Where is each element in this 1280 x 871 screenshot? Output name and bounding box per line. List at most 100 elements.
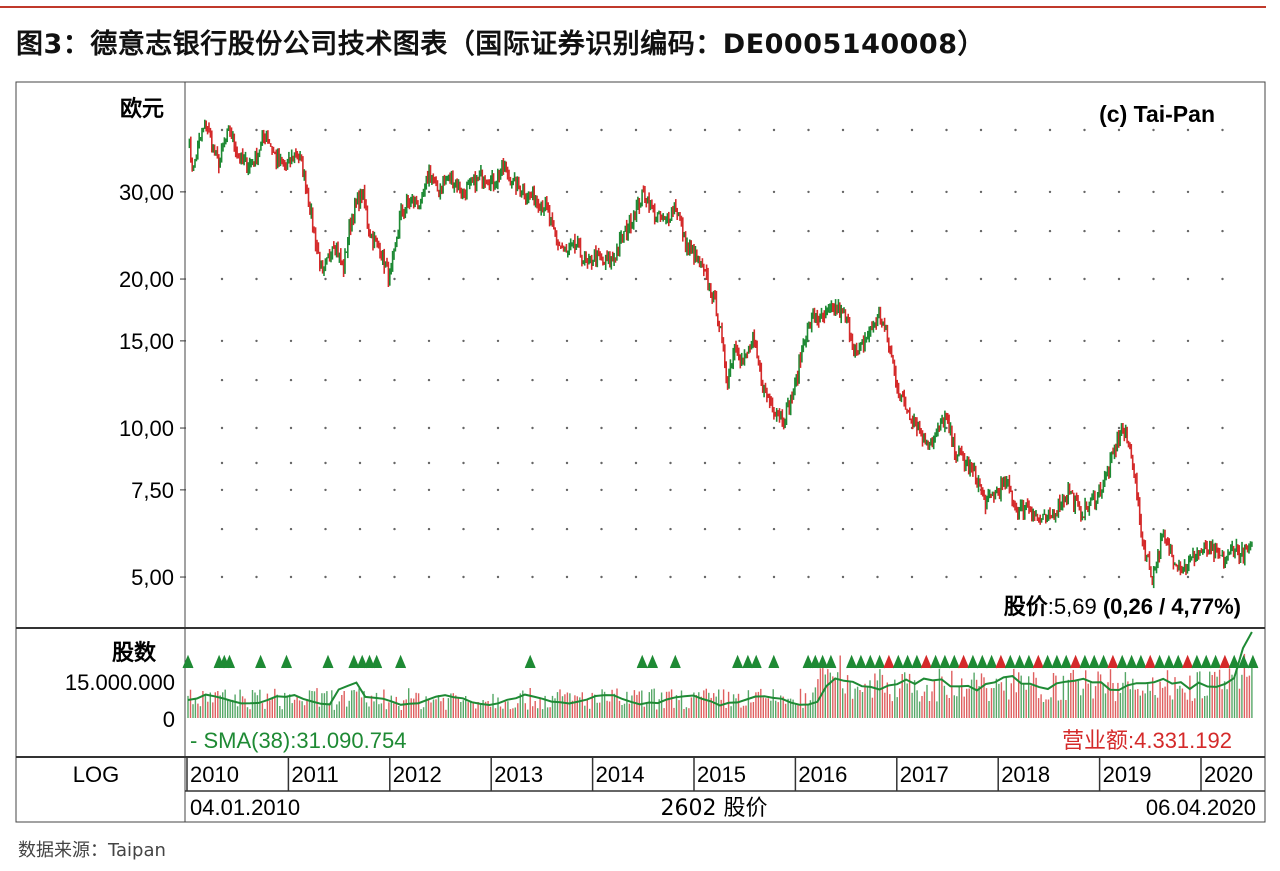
grid-dot [910,461,914,465]
grid-dot [289,229,293,233]
grid-dot [565,229,569,233]
signal-arrow [1042,654,1054,669]
grid-dot [910,190,914,194]
grid-dot [979,229,983,233]
signal-arrow [1107,654,1119,669]
grid-dot [1014,527,1017,531]
year-label: 2019 [1103,762,1152,787]
grid-dot [427,277,431,281]
grid-dot [1083,378,1086,382]
grid-dot [324,190,327,194]
grid-dot [1014,339,1017,343]
grid-dot [531,277,534,281]
last-price-label: 股价 [1004,595,1049,620]
grid-dot [1152,527,1155,531]
grid-dot [876,461,879,465]
year-label: 2015 [697,762,746,787]
grid-dot [324,339,327,343]
grid-dot [600,426,603,430]
grid-dot [1014,426,1017,430]
grid-dot [841,277,845,281]
grid-dot [1083,488,1086,492]
grid-dot [1117,190,1121,194]
grid-dot [841,128,845,132]
year-label: 2011 [291,762,338,787]
series-center-label: 2602 股价 [661,796,768,821]
source-value: Taipan [108,840,166,861]
grid-dot [393,575,396,579]
grid-dot [1221,229,1224,233]
grid-dot [738,277,741,281]
signal-arrow [825,654,837,669]
grid-dot [393,378,396,382]
grid-dot [255,229,258,233]
grid-dot [772,277,776,281]
grid-dot [496,277,500,281]
signal-arrow [846,654,858,669]
grid-dot [1014,378,1017,382]
grid-dot [358,461,362,465]
grid-dot [565,277,569,281]
grid-dot [669,426,672,430]
grid-dot [289,128,293,132]
signal-arrow [911,654,923,669]
grid-dot [565,339,569,343]
sma-label: - SMA(38):31.090.754 [190,728,406,753]
grid-dot [772,378,776,382]
volume-tick-0: 0 [163,707,175,732]
grid-dot [1186,426,1190,430]
grid-dot [1186,378,1190,382]
grid-dot [910,378,914,382]
grid-dot [358,128,362,132]
grid-dot [1083,575,1086,579]
signal-arrow [1079,654,1091,669]
signal-arrow [322,654,334,669]
signal-arrow [809,654,821,669]
grid-dot [1221,575,1224,579]
grid-dot [220,575,224,579]
grid-dot [634,229,638,233]
grid-dot [807,190,810,194]
grid-dot [1014,488,1017,492]
grid-dot [876,378,879,382]
grid-dot [1048,229,1052,233]
grid-dot [807,277,810,281]
signal-arrow [1014,654,1026,669]
grid-dot [255,461,258,465]
grid-dot [427,128,431,132]
grid-dot [703,488,707,492]
signal-arrow [995,654,1007,669]
signal-arrow [1088,654,1100,669]
grid-dot [1117,229,1121,233]
volume-label: 营业额:4.331.192 [1062,728,1232,753]
grid-dot [289,488,293,492]
grid-dot [876,426,879,430]
grid-dot [600,229,603,233]
grid-dot [600,339,603,343]
source-label: 数据来源： [18,840,108,861]
price-tick-label: 20,00 [119,267,174,292]
grid-dot [565,461,569,465]
grid-dot [496,339,500,343]
grid-dot [289,339,293,343]
signal-arrow [855,654,867,669]
grid-dot [1048,488,1052,492]
grid-dot [220,339,224,343]
grid-dot [841,378,845,382]
grid-dot [289,378,293,382]
grid-dot [669,190,672,194]
grid-dot [289,277,293,281]
price-tick-label: 10,00 [119,416,174,441]
grid-dot [565,190,569,194]
grid-dot [1221,190,1224,194]
source-note: 数据来源：Taipan [18,836,166,862]
grid-dot [255,277,258,281]
grid-dot [1152,426,1155,430]
grid-dot [945,190,948,194]
grid-dot [531,339,534,343]
grid-dot [531,461,534,465]
grid-dot [427,575,431,579]
grid-dot [600,128,603,132]
signal-arrow [1135,654,1147,669]
signal-arrow [864,654,876,669]
